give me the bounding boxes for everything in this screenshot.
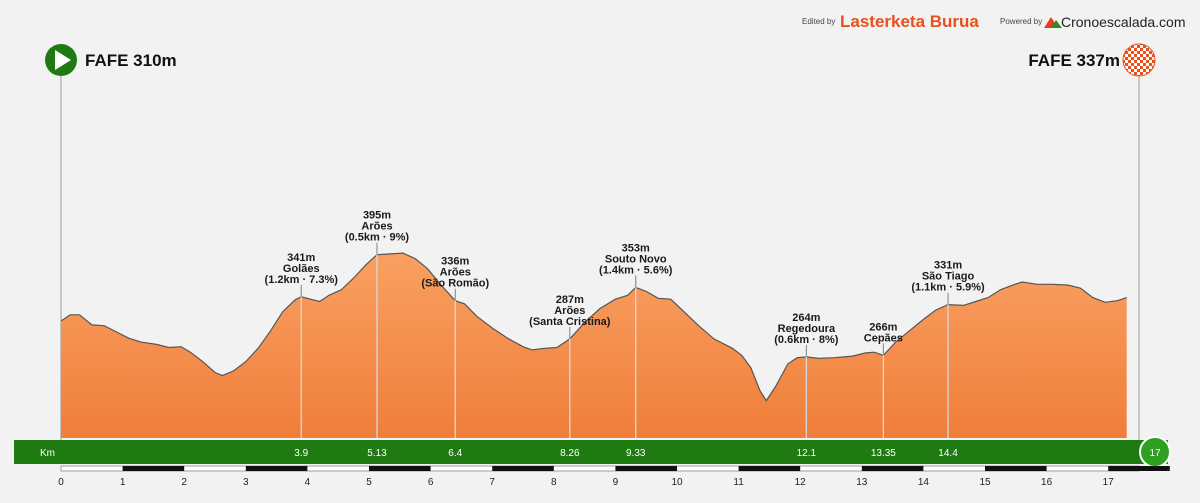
annotation-text: 287m [556, 294, 584, 306]
band-unit-label: Km [40, 448, 55, 459]
distance-band [14, 440, 1168, 464]
band-km-label: 3.9 [294, 448, 308, 459]
ruler-segment [1108, 466, 1170, 471]
km-ruler: 0 1 2 3 4 5 6 7 8 9 10 11 12 13 14 15 16 17 [58, 465, 1170, 488]
ruler-segment [738, 466, 801, 471]
axis-tick-label: 17 [1103, 477, 1115, 488]
axis-tick-label: 3 [243, 477, 249, 488]
annotation-text: (São Romão) [421, 278, 489, 290]
annotation-text: 336m [441, 256, 469, 268]
annotation-text: 264m [792, 312, 820, 324]
band-km-label: 12.1 [797, 448, 817, 459]
annotation-text: 331m [934, 260, 962, 272]
annotation-text: (Santa Cristina) [529, 316, 611, 328]
elevation-line [60, 252, 1127, 402]
annotation-text: (0.5km · 9%) [345, 232, 410, 244]
axis-tick-label: 4 [305, 477, 311, 488]
axis-tick-label: 11 [733, 477, 744, 488]
powered-by-text: Powered by [1000, 17, 1042, 26]
axis-tick-label: 6 [428, 477, 434, 488]
annotation-text: 353m [622, 242, 650, 254]
annotation-text: Souto Novo [605, 253, 667, 265]
axis-tick-label: 9 [613, 477, 619, 488]
annotation-text: 341m [287, 252, 315, 264]
brand-logo-text: Lasterketa Burua [840, 12, 979, 31]
edited-by-text: Edited by [802, 17, 835, 26]
annotation-text: (0.6km · 8%) [774, 334, 839, 346]
axis-tick-label: 16 [1041, 477, 1053, 488]
axis-tick-label: 7 [489, 477, 495, 488]
mountain-logo-icon [1044, 17, 1062, 28]
total-distance-label: 17 [1149, 448, 1161, 459]
annotation-text: Arões [361, 221, 392, 233]
annotation-text: (1.1km · 5.9%) [911, 282, 985, 294]
ruler-segment [615, 466, 677, 471]
band-km-label: 9.33 [626, 448, 646, 459]
annotation-text: (1.4km · 5.6%) [599, 264, 673, 276]
annotation-text: Arões [554, 305, 585, 317]
ruler-bar [60, 465, 1140, 472]
band-km-label: 13.35 [871, 448, 896, 459]
ruler-segment [369, 466, 431, 471]
band-km-labels: 3.9 5.13 6.4 8.26 9.33 12.1 13.35 14.4 [294, 448, 958, 459]
annotation-text: (1.2km · 7.3%) [265, 274, 339, 286]
annotation-text: Golães [283, 263, 320, 275]
finish-marker: FAFE 337m [1028, 43, 1156, 440]
play-arrow-icon [55, 50, 71, 70]
finish-label: FAFE 337m [1028, 51, 1120, 70]
band-km-label: 14.4 [938, 448, 958, 459]
elevation-area [61, 253, 1127, 438]
axis-tick-label: 12 [795, 477, 807, 488]
annotation-text: Cepães [864, 332, 903, 344]
annotation-text: São Tiago [922, 271, 975, 283]
axis-tick-label: 5 [366, 477, 372, 488]
band-km-label: 5.13 [367, 448, 387, 459]
axis-tick-label: 15 [979, 477, 991, 488]
ruler-segment [492, 466, 554, 471]
ruler-segment [861, 466, 924, 471]
axis-tick-label: 0 [58, 477, 64, 488]
axis-tick-label: 1 [120, 477, 126, 488]
axis-tick-label: 13 [856, 477, 868, 488]
start-label: FAFE 310m [85, 51, 177, 70]
annotation-text: 266m [869, 321, 897, 333]
ruler-segment [245, 466, 308, 471]
site-name-text: Cronoescalada.com [1061, 14, 1186, 30]
ruler-segment [985, 466, 1047, 471]
band-km-label: 8.26 [560, 448, 580, 459]
band-km-label: 6.4 [448, 448, 462, 459]
checkered-flag-icon [1122, 43, 1156, 77]
annotation-text: 395m [363, 210, 391, 222]
annotation-text: Regedoura [778, 323, 836, 335]
axis-tick-label: 10 [671, 477, 683, 488]
axis-tick-label: 8 [551, 477, 557, 488]
axis-tick-label: 2 [181, 477, 187, 488]
credits-header: Edited by Lasterketa Burua Powered by Cr… [802, 12, 1186, 31]
annotation-text: Arões [440, 267, 471, 279]
ruler-segment [122, 466, 185, 471]
axis-tick-label: 14 [918, 477, 930, 488]
